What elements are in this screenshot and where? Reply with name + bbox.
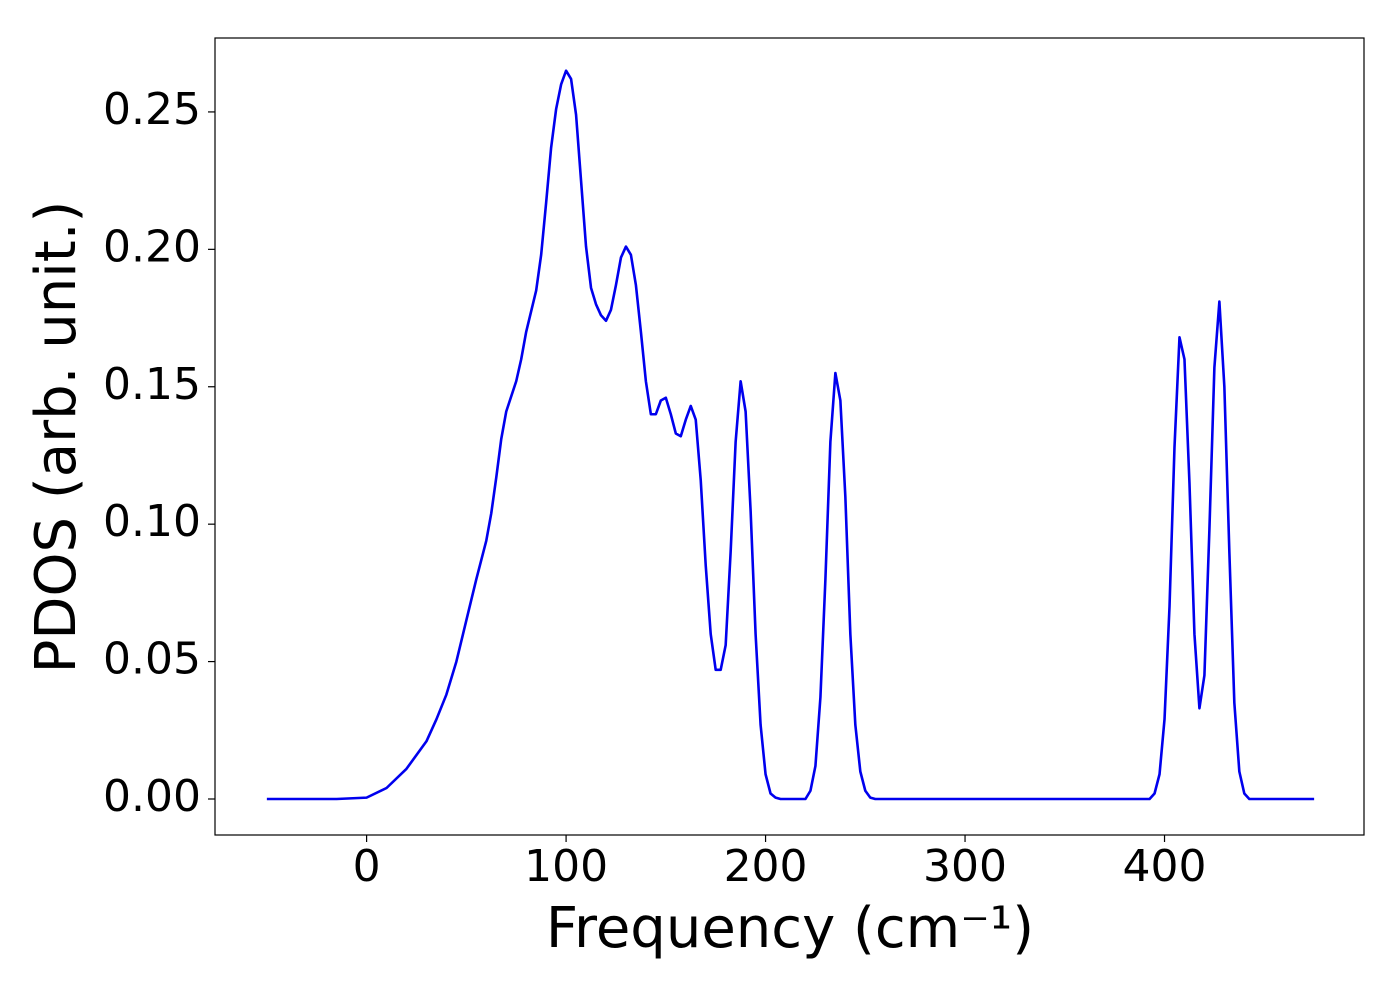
x-tick-label: 0 — [353, 841, 381, 892]
x-tick-label: 200 — [724, 841, 808, 892]
y-tick-label: 0.20 — [103, 221, 201, 272]
pdos-line — [266, 69, 1315, 801]
y-tick-label: 0.15 — [103, 359, 201, 410]
y-tick-label: 0.00 — [103, 771, 201, 822]
x-tick-label: 300 — [923, 841, 1007, 892]
y-axis-label: PDOS (arb. unit.) — [24, 201, 89, 674]
y-tick-label: 0.10 — [103, 496, 201, 547]
plot-frame — [214, 37, 1365, 836]
x-axis-label: Frequency (cm⁻¹) — [546, 896, 1034, 961]
y-tick-label: 0.05 — [103, 634, 201, 685]
x-tick-label: 100 — [524, 841, 608, 892]
x-tick-label: 400 — [1123, 841, 1207, 892]
y-tick-label: 0.25 — [103, 84, 201, 135]
